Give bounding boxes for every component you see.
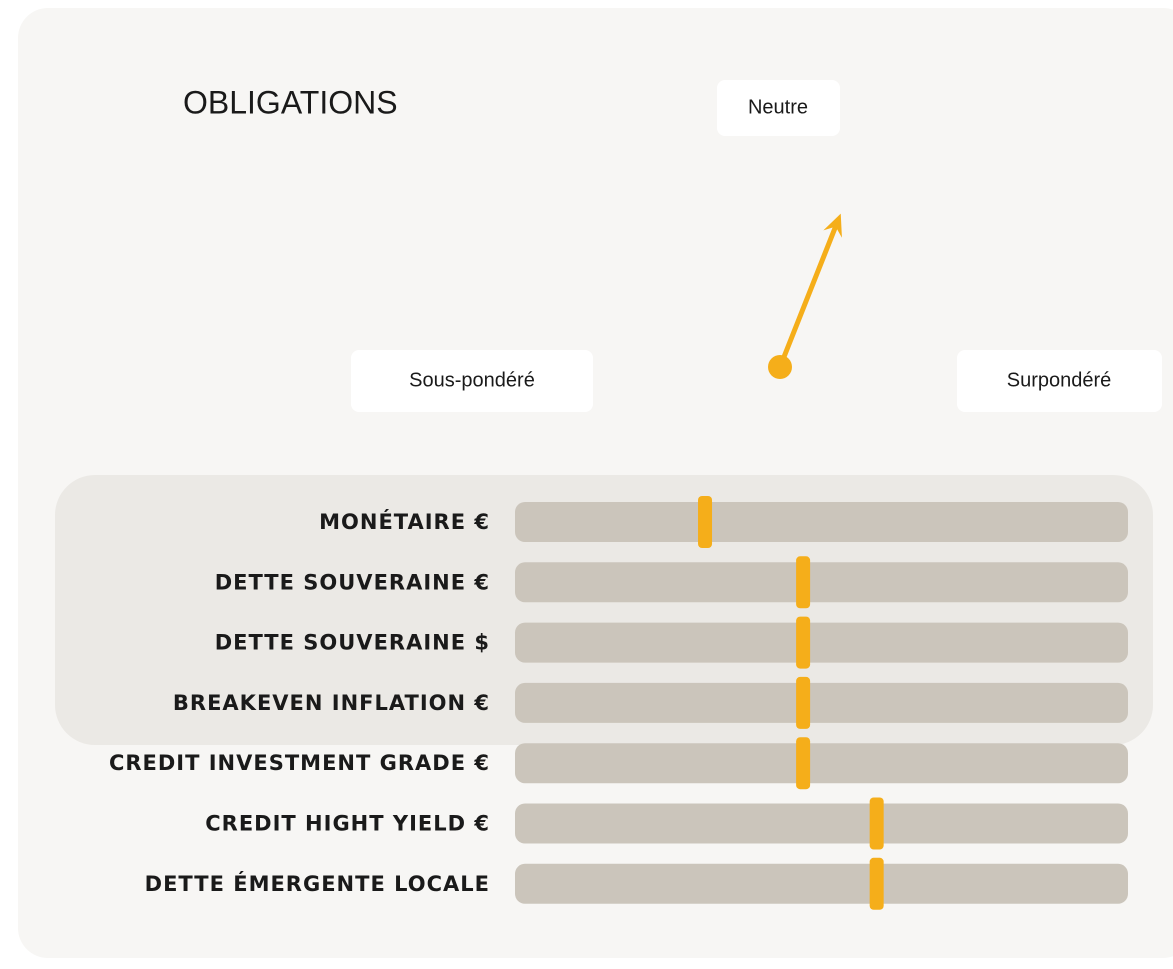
row-label: DETTE ÉMERGENTE LOCALE xyxy=(145,871,490,896)
row-label: CREDIT INVESTMENT GRADE € xyxy=(109,751,490,775)
row-label: CREDIT HIGHT YIELD € xyxy=(205,812,490,836)
position-marker xyxy=(698,496,713,548)
neutral-label: Neutre xyxy=(748,96,808,118)
track xyxy=(515,803,1128,844)
under-label: Sous-pondéré xyxy=(409,369,535,391)
position-marker xyxy=(869,857,884,910)
over-box xyxy=(957,350,1162,412)
track xyxy=(515,562,1128,603)
row-label: DETTE SOUVERAINE $ xyxy=(215,631,490,655)
needle-pivot xyxy=(768,355,792,379)
needle-shaft xyxy=(777,220,840,370)
track xyxy=(515,502,1128,542)
under-box xyxy=(351,350,593,412)
needle-head xyxy=(823,213,842,238)
over-label: Surpondéré xyxy=(1007,369,1112,391)
dynamic: MONÉTAIRE € DETTE SOUVERAINE € DETTE SOUVE… xyxy=(109,213,1128,910)
row-label: MONÉTAIRE € xyxy=(319,509,490,534)
position-marker xyxy=(796,616,811,669)
track xyxy=(515,682,1128,723)
position-marker xyxy=(796,676,811,729)
position-marker xyxy=(796,556,811,609)
row-label: DETTE SOUVERAINE € xyxy=(215,570,490,594)
neutral-box xyxy=(717,80,840,136)
position-marker xyxy=(796,737,811,790)
gauge-needle xyxy=(777,213,842,370)
track xyxy=(515,863,1128,904)
title: OBLIGATIONS xyxy=(183,84,398,120)
panel xyxy=(55,475,1153,745)
track xyxy=(515,743,1128,784)
row-label: BREAKEVEN INFLATION € xyxy=(173,691,490,715)
position-marker xyxy=(869,797,884,850)
track xyxy=(515,622,1128,663)
